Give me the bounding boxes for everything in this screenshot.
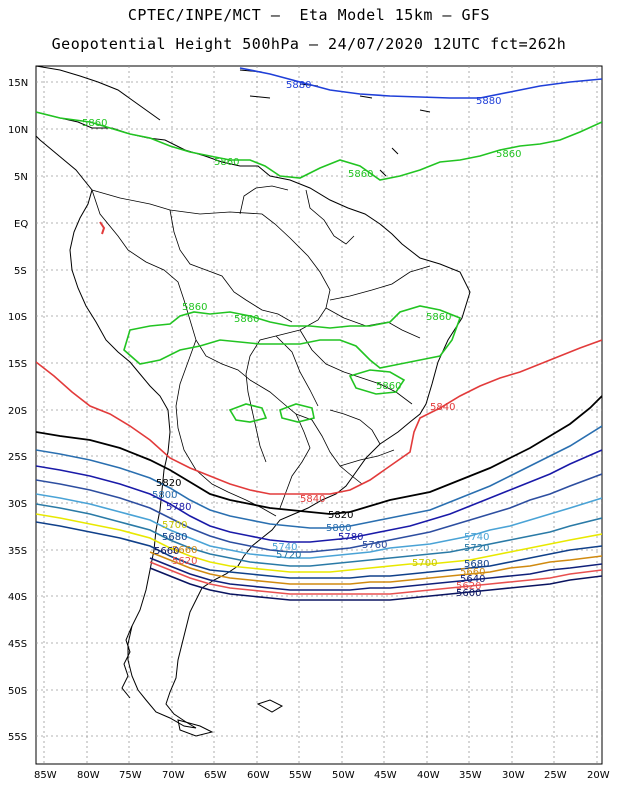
lat-label-55s: 55S (8, 732, 27, 743)
contour-label-5660-a: 5660 (172, 545, 197, 556)
contour-5620-line (149, 561, 602, 595)
lon-label-60w: 60W (247, 770, 270, 781)
contour-label-5800-a: 5800 (152, 490, 177, 501)
contours (36, 67, 602, 601)
contour-label-5880-b: 5880 (476, 96, 501, 107)
contour-label-5720-a: 5720 (464, 543, 489, 554)
lat-label-15n: 15N (8, 78, 28, 89)
contour-label-5740-b: 5740 (464, 532, 489, 543)
contour-5700-line (36, 513, 602, 573)
lon-label-45w: 45W (374, 770, 397, 781)
contour-5880-line (239, 67, 602, 99)
lat-label-35s: 35S (8, 546, 27, 557)
chile-fjords (121, 625, 133, 699)
contour-label-5840-a: 5840 (300, 494, 325, 505)
contour-5720-line (36, 503, 602, 567)
lat-label-eq: EQ (14, 219, 28, 230)
contour-label-5860-a: 5860 (82, 118, 107, 129)
contour-artifact-small (99, 221, 106, 235)
lat-label-5s: 5S (14, 266, 27, 277)
contour-label-5860-h: 5860 (376, 381, 401, 392)
lat-label-10s: 10S (8, 312, 27, 323)
lon-label-50w: 50W (332, 770, 355, 781)
contour-5780-line (36, 449, 602, 543)
lon-label-25w: 25W (544, 770, 567, 781)
contour-5640-line (149, 557, 602, 591)
contour-label-5860-d: 5860 (496, 149, 521, 160)
lon-label-65w: 65W (204, 770, 227, 781)
contour-5860-inner-line (123, 305, 462, 369)
contour-label-5680-a: 5680 (162, 532, 187, 543)
contour-5860-line (36, 111, 602, 181)
lon-label-55w: 55W (289, 770, 312, 781)
contour-5800-line (36, 425, 602, 529)
contour-label-5740-a: 5740 (272, 542, 297, 553)
lat-label-5n: 5N (14, 172, 28, 183)
lon-label-35w: 35W (459, 770, 482, 781)
contour-label-5760-a: 5760 (362, 540, 387, 551)
contour-label-5820-a: 5820 (156, 478, 181, 489)
lat-label-50s: 50S (8, 686, 27, 697)
lat-label-10n: 10N (8, 125, 28, 136)
contour-label-5840-b: 5840 (430, 402, 455, 413)
contour-label-5700-a: 5700 (162, 520, 187, 531)
map-title-line-2: Geopotential Height 500hPa – 24/07/2020 … (51, 35, 567, 53)
lat-label-15s: 15S (8, 359, 27, 370)
longitude-labels: 85W 80W 75W 70W 65W 60W 55W 50W 45W 40W … (34, 770, 610, 781)
lon-label-30w: 30W (502, 770, 525, 781)
contour-5680-line (36, 521, 602, 579)
contour-label-5680-b: 5680 (464, 559, 489, 570)
contour-label-5860-g: 5860 (426, 312, 451, 323)
contour-5860-small-1 (348, 369, 406, 395)
contour-5860-small-2 (228, 403, 268, 423)
contour-label-5820-b: 5820 (328, 510, 353, 521)
contour-label-5860-e: 5860 (182, 302, 207, 313)
contour-5740-line (36, 493, 602, 559)
lat-label-40s: 40S (8, 592, 27, 603)
lon-label-75w: 75W (119, 770, 142, 781)
contour-5820-line (36, 395, 602, 515)
falklands (256, 699, 284, 713)
lat-label-45s: 45S (8, 639, 27, 650)
contour-label-5700-b: 5700 (412, 558, 437, 569)
map-title-line-1: CPTEC/INPE/MCT – Eta Model 15km – GFS (127, 6, 491, 24)
contour-5760-line (36, 473, 602, 553)
contour-5600-line (149, 567, 602, 601)
contour-label-5720-b: 5720 (276, 550, 301, 561)
south-america-coast (36, 111, 471, 729)
contour-label-5860-c: 5860 (348, 169, 373, 180)
lon-label-85w: 85W (34, 770, 57, 781)
contour-label-5860-b: 5860 (214, 157, 239, 168)
lon-label-20w: 20W (587, 770, 610, 781)
contour-label-5600-a: 5600 (456, 588, 481, 599)
coastlines (36, 66, 471, 737)
plot-frame (35, 65, 603, 765)
contour-label-5780-a: 5780 (166, 502, 191, 513)
lon-label-40w: 40W (417, 770, 440, 781)
contour-label-5620-b: 5620 (456, 581, 481, 592)
lat-label-25s: 25S (8, 452, 27, 463)
latitude-labels: 15N 10N 5N EQ 5S 10S 15S 20S 25S 30S 35S… (8, 78, 28, 743)
contour-label-5620-a: 5620 (172, 556, 197, 567)
lon-label-80w: 80W (77, 770, 100, 781)
contour-label-5640-a: 5640 (460, 574, 485, 585)
contour-5840-line (36, 339, 602, 495)
contour-label-5660-c: 5660 (154, 546, 179, 557)
lat-label-30s: 30S (8, 499, 27, 510)
tierra-del-fuego (177, 719, 214, 737)
contour-label-5780-b: 5780 (338, 532, 363, 543)
contour-label-5800-b: 5800 (326, 523, 351, 534)
lon-label-70w: 70W (162, 770, 185, 781)
contour-label-5860-f: 5860 (234, 314, 259, 325)
lat-label-20s: 20S (8, 406, 27, 417)
central-america-coast (36, 66, 161, 121)
contour-5860-small-3 (279, 403, 315, 423)
contour-label-group: 5880 5880 5860 5860 5860 5860 5860 5860 … (82, 80, 521, 599)
contour-label-5660-b: 5660 (460, 567, 485, 578)
contour-5660-line (149, 551, 602, 585)
contour-label-5880-a: 5880 (286, 80, 311, 91)
